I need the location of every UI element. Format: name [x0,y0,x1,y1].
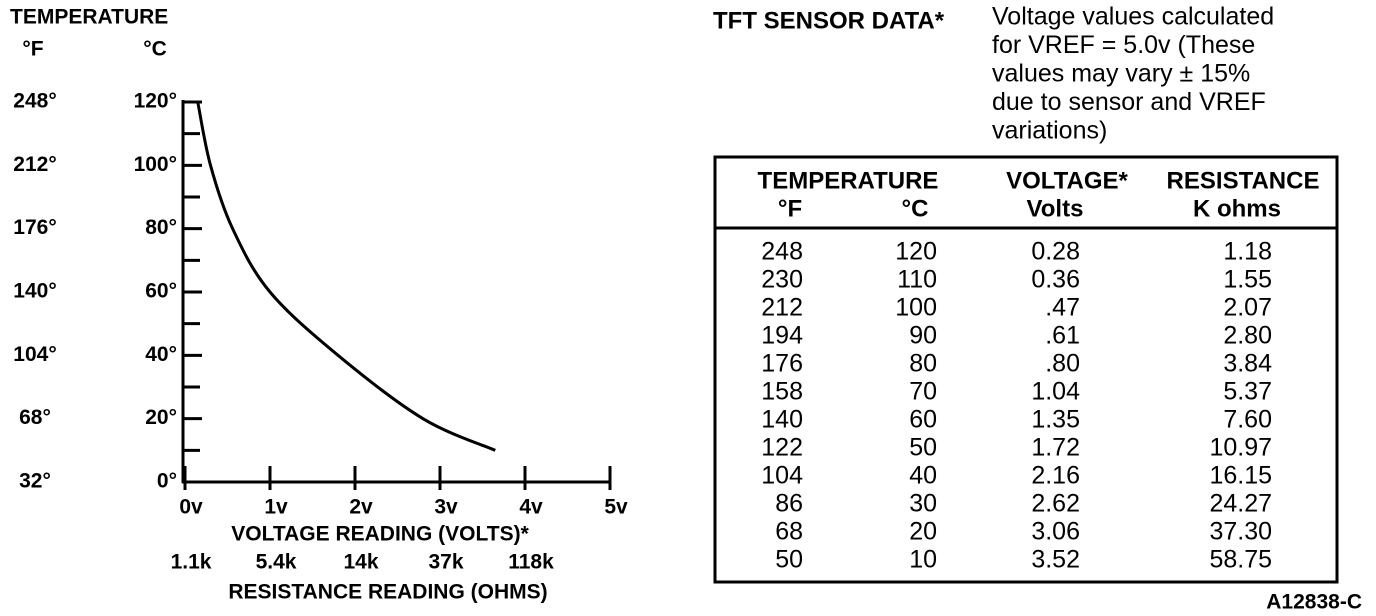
x2-tick-label: 5.4k [256,551,297,574]
note-line: Voltage values calculated [992,3,1274,31]
cell: 140 [761,406,803,434]
cell: 1.35 [1031,406,1080,434]
x2-axis-label: RESISTANCE READING (OHMS) [228,581,547,604]
col-subheader: Volts [1027,195,1084,222]
y-tick-label: 100° [134,153,177,176]
cell: 70 [909,378,937,406]
x-tick-label: 1v [264,496,288,519]
cell: 30 [909,490,937,518]
cell: .61 [1045,322,1080,350]
cell: 0.36 [1031,266,1080,294]
y-tick-label: 80° [145,216,177,239]
cell: .80 [1045,350,1080,378]
y-tick-label: 120° [134,90,177,113]
cell: 194 [761,322,803,350]
cell: 68 [775,518,803,546]
note-line: due to sensor and VREF [992,88,1266,116]
cell: 3.52 [1031,546,1080,574]
x2-tick-label: 37k [428,551,463,574]
cell: 2.62 [1031,490,1080,518]
y2-tick-label: 68° [19,406,51,429]
cell: 86 [775,490,803,518]
cell: 50 [909,434,937,462]
cell: 100 [895,294,937,322]
col-subheader: °F [778,195,802,222]
cell: 104 [761,462,803,490]
cell: 0.28 [1031,238,1080,266]
cell: 16.15 [1209,462,1272,490]
cell: 230 [761,266,803,294]
x-tick-label: 2v [349,496,373,519]
y2-tick-label: 212° [13,153,56,176]
y-tick-label: 40° [145,343,177,366]
col-subheader: K ohms [1193,195,1281,222]
y2-tick-label: 140° [13,280,56,303]
note-line: variations) [992,117,1107,145]
cell: 10 [909,546,937,574]
cell: 80 [909,350,937,378]
y-tick-label: 60° [145,280,177,303]
cell: .47 [1045,294,1080,322]
table-border [713,155,1339,584]
col-subheader: °C [902,195,929,222]
cell: 158 [761,378,803,406]
x-tick-label: 5v [604,496,628,519]
x2-tick-label: 118k [508,551,554,574]
cell: 37.30 [1209,518,1272,546]
figure-id: A12838-C [1266,591,1362,614]
y2-tick-label: 104° [13,343,56,366]
y-axis-label: °C [143,38,167,61]
cell: 3.06 [1031,518,1080,546]
cell: 2.80 [1223,322,1272,350]
cell: 110 [897,266,937,294]
cell: 3.84 [1223,350,1272,378]
chart-title: TEMPERATURE [10,6,168,29]
table-title: TFT SENSOR DATA* [713,7,945,34]
curve [196,101,496,452]
cell: 24.27 [1209,490,1272,518]
x2-tick-label: 14k [343,551,378,574]
cell: 58.75 [1209,546,1272,574]
cell: 212 [761,294,803,322]
cell: 2.07 [1223,294,1272,322]
cell: 122 [761,434,803,462]
x2-tick-label: 1.1k [171,551,212,574]
cell: 7.60 [1223,406,1272,434]
y2-axis-label: °F [22,38,43,61]
cell: 120 [895,238,937,266]
y-tick-label: 0° [157,470,177,493]
x-axis-label: VOLTAGE READING (VOLTS)* [231,523,529,546]
cell: 20 [909,518,937,546]
cell: 1.55 [1223,266,1272,294]
cell: 2.16 [1031,462,1080,490]
cell: 1.04 [1031,378,1080,406]
x-tick-label: 0v [179,496,203,519]
x-tick-label: 3v [434,496,458,519]
cell: 1.18 [1223,238,1272,266]
cell: 10.97 [1209,434,1272,462]
cell: 176 [761,350,803,378]
cell: 248 [761,238,803,266]
y-tick-label: 20° [145,406,177,429]
col-header: TEMPERATURE [758,167,939,194]
cell: 40 [909,462,937,490]
cell: 60 [909,406,937,434]
note-line: values may vary ± 15% [992,60,1250,88]
cell: 1.72 [1031,434,1080,462]
y2-tick-label: 248° [13,90,56,113]
cell: 5.37 [1223,378,1272,406]
note-line: for VREF = 5.0v (These [992,31,1255,59]
cell: 90 [909,322,937,350]
y2-tick-label: 176° [13,216,56,239]
x-tick-label: 4v [519,496,543,519]
col-header: RESISTANCE [1167,167,1320,194]
col-header: VOLTAGE* [1006,167,1128,194]
cell: 50 [775,546,803,574]
y2-tick-label: 32° [19,470,51,493]
